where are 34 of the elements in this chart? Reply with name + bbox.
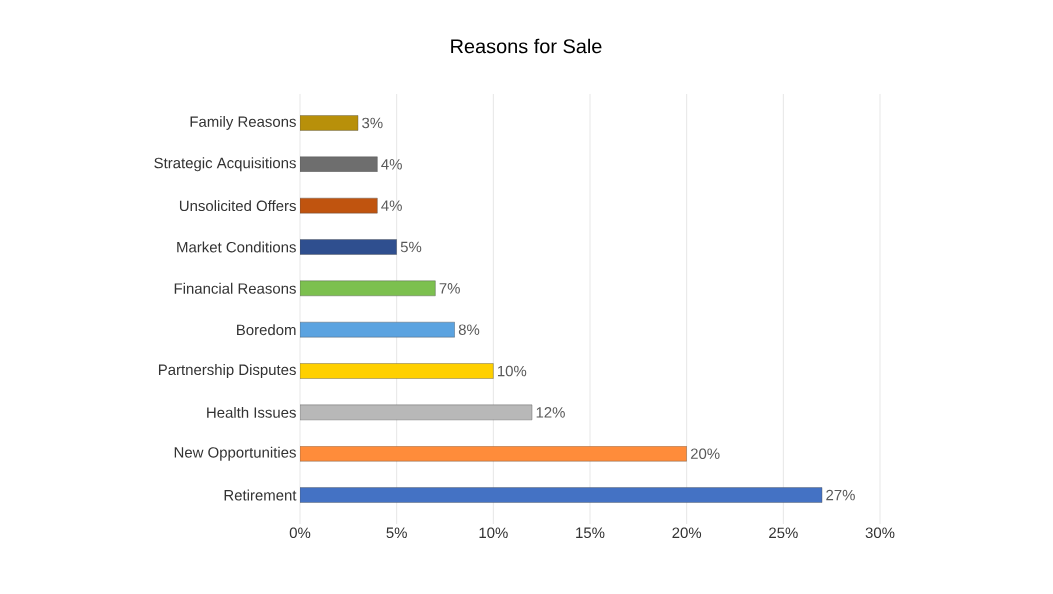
- bar: [300, 446, 687, 462]
- y-tick-label: Family Reasons: [190, 115, 296, 130]
- bar: [300, 115, 359, 131]
- data-label: 27%: [826, 489, 855, 501]
- y-tick-label: Strategic Acquisitions: [154, 157, 296, 172]
- x-tick-label: 10%: [479, 527, 508, 539]
- bar: [300, 487, 823, 503]
- data-label: 4%: [381, 200, 402, 211]
- bar: [300, 363, 494, 379]
- y-tick-label: Financial Reasons: [174, 282, 296, 294]
- data-label: 12%: [536, 407, 565, 418]
- x-tick-label: 0%: [289, 527, 311, 539]
- x-tick-label: 5%: [386, 527, 407, 539]
- x-tick-label: 25%: [769, 527, 798, 539]
- data-label: 8%: [458, 324, 480, 335]
- y-tick-label: Boredom: [237, 324, 296, 336]
- y-tick-label: Partnership Disputes: [158, 364, 296, 378]
- data-label: 3%: [362, 117, 383, 129]
- chart-title: Reasons for Sale: [451, 38, 602, 54]
- data-label: 5%: [400, 241, 422, 253]
- y-tick-label: Health Issues: [207, 406, 296, 418]
- data-label: 10%: [498, 365, 527, 377]
- y-tick-label: Retirement: [224, 489, 297, 501]
- y-tick-label: Market Conditions: [177, 241, 296, 253]
- y-tick-label: Unsolicited Offers: [179, 200, 296, 212]
- data-label: 20%: [690, 448, 720, 459]
- y-tick-label: New Opportunities: [174, 446, 296, 461]
- data-label: 4%: [381, 159, 402, 170]
- x-tick-label: 20%: [672, 527, 702, 539]
- data-label: 7%: [439, 283, 460, 294]
- x-tick-label: 15%: [576, 527, 605, 539]
- bar: [300, 239, 397, 255]
- x-tick-label: 30%: [865, 527, 895, 539]
- bar: [300, 156, 378, 172]
